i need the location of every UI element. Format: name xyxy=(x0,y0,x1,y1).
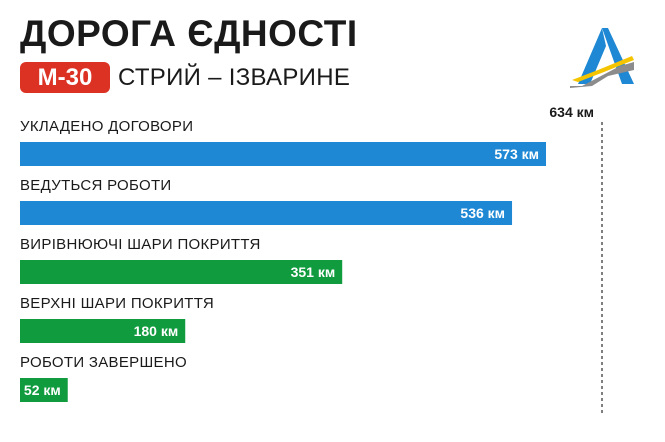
category-label: ВЕРХНІ ШАРИ ПОКРИТТЯ xyxy=(20,295,214,312)
total-length-label: 634 км xyxy=(549,104,594,120)
route-name: СТРИЙ – ІЗВАРИНЕ xyxy=(118,64,351,91)
category-label: ВИРІВНЮЮЧІ ШАРИ ПОКРИТТЯ xyxy=(20,236,261,253)
bar xyxy=(20,260,343,284)
bar xyxy=(20,201,513,225)
bar-value-label: 536 км xyxy=(460,205,505,221)
bar-value-label: 573 км xyxy=(494,146,539,162)
page-title: ДОРОГА ЄДНОСТІ xyxy=(20,13,358,54)
bar-value-label: 52 км xyxy=(24,382,61,398)
road-logo-icon xyxy=(570,28,634,88)
bar-value-label: 351 км xyxy=(291,264,336,280)
bar-value-label: 180 км xyxy=(134,323,179,339)
category-label: РОБОТИ ЗАВЕРШЕНО xyxy=(20,354,187,371)
bar xyxy=(20,378,68,402)
bar xyxy=(20,319,186,343)
bar xyxy=(20,142,547,166)
category-label: УКЛАДЕНО ДОГОВОРИ xyxy=(20,118,193,135)
route-code-badge: М-30 xyxy=(20,62,110,93)
category-label: ВЕДУТЬСЯ РОБОТИ xyxy=(20,177,172,194)
